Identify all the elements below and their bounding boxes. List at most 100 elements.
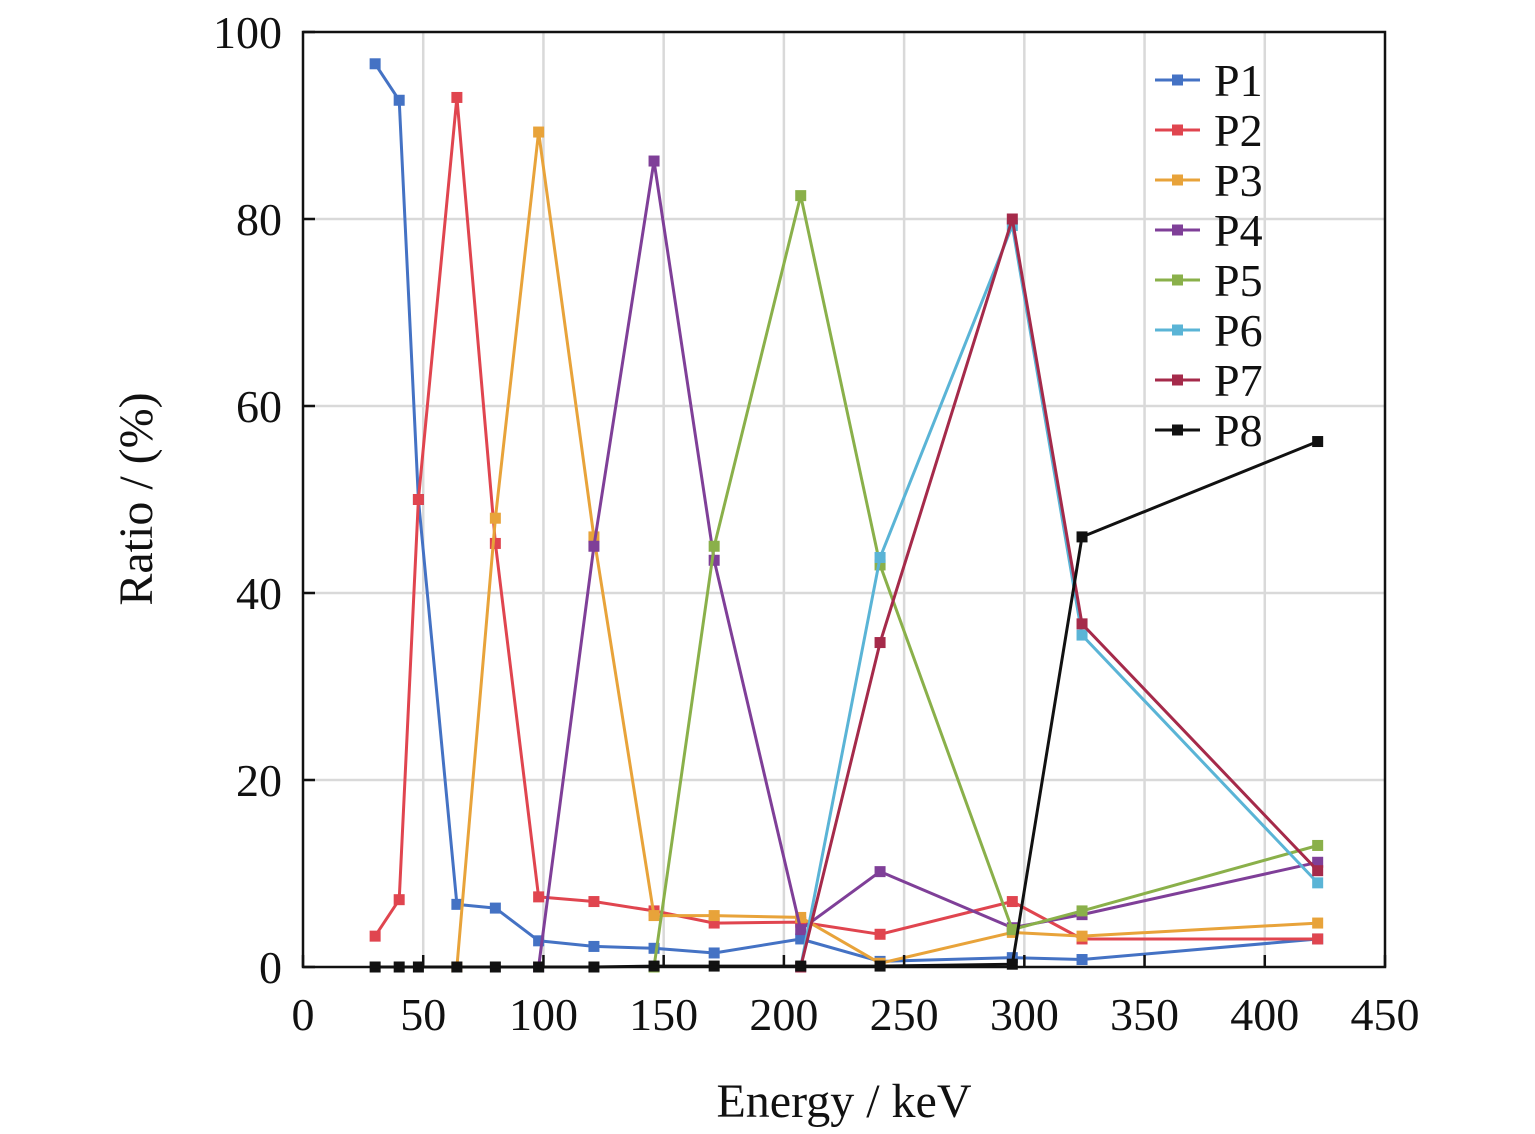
- series-line-p1: [373, 62, 1318, 963]
- data-point-p2: [533, 891, 545, 903]
- data-point-p3: [533, 126, 545, 138]
- data-point-p1: [708, 947, 720, 959]
- x-tick-label: 200: [749, 989, 818, 1040]
- data-point-p8: [1006, 958, 1018, 970]
- y-tick-label: 100: [213, 7, 282, 58]
- legend-label: P1: [1214, 55, 1263, 106]
- data-point-p5: [1312, 839, 1324, 851]
- data-point-p1: [369, 58, 381, 70]
- series-line-p4: [537, 159, 1319, 968]
- data-point-p8: [1076, 531, 1088, 543]
- legend-label: P8: [1214, 405, 1263, 456]
- legend-item-p1: P1: [1155, 55, 1263, 106]
- data-point-p2: [708, 917, 720, 929]
- series-p4: [533, 155, 1324, 973]
- data-point-p5: [1076, 905, 1088, 917]
- data-point-p4: [588, 540, 600, 552]
- x-tick-label: 100: [509, 989, 578, 1040]
- x-tick-label: 400: [1230, 989, 1299, 1040]
- legend-label: P6: [1214, 305, 1263, 356]
- data-point-p1: [393, 94, 405, 106]
- axis-ticks: 0 50 100 150 200 250 300 350 400 450 0 20 40 60 80 100: [213, 7, 1420, 1040]
- y-axis-title: Ratio / (%): [110, 392, 163, 605]
- data-point-p2: [874, 928, 886, 940]
- data-point-p5: [1006, 924, 1018, 936]
- data-point-p2: [1006, 896, 1018, 908]
- data-point-p3: [648, 910, 660, 922]
- data-point-p1: [795, 933, 807, 945]
- legend-item-p2: P2: [1155, 105, 1263, 156]
- legend-label: P4: [1214, 205, 1263, 256]
- x-axis-title: Energy / keV: [716, 1075, 971, 1128]
- legend-swatch-marker: [1172, 74, 1183, 86]
- legend-swatch-marker: [1172, 124, 1183, 136]
- data-point-p3: [708, 910, 720, 922]
- data-point-p7: [874, 637, 886, 649]
- legend-item-p3: P3: [1155, 155, 1263, 206]
- x-tick-label: 350: [1110, 989, 1179, 1040]
- data-point-p7: [1006, 213, 1018, 225]
- data-point-p1: [533, 935, 545, 947]
- data-point-p2: [1312, 933, 1324, 945]
- x-tick-label: 300: [990, 989, 1059, 1040]
- data-point-p1: [451, 898, 463, 910]
- data-point-p1: [648, 942, 660, 954]
- series-layer: [369, 58, 1324, 973]
- legend-label: P2: [1214, 105, 1263, 156]
- data-point-p4: [708, 554, 720, 566]
- legend-item-p5: P5: [1155, 255, 1263, 306]
- data-point-p4: [795, 924, 807, 936]
- data-point-p5: [795, 190, 807, 202]
- data-point-p2: [369, 930, 381, 942]
- data-point-p1: [1076, 954, 1088, 966]
- data-point-p3: [1076, 930, 1088, 942]
- legend-swatch-marker: [1172, 274, 1183, 286]
- data-point-p7: [1312, 865, 1324, 877]
- data-point-p7: [1076, 618, 1088, 630]
- x-tick-label: 150: [629, 989, 698, 1040]
- data-point-p3: [1312, 917, 1324, 929]
- y-tick-label: 20: [236, 755, 282, 806]
- legend-swatch-marker: [1172, 424, 1183, 436]
- data-point-p5: [708, 540, 720, 552]
- x-tick-label: 0: [292, 989, 315, 1040]
- legend-item-p7: P7: [1155, 355, 1263, 406]
- data-point-p6: [874, 551, 886, 563]
- legend-swatch-marker: [1172, 224, 1183, 236]
- y-tick-label: 80: [236, 194, 282, 245]
- legend-label: P7: [1214, 355, 1263, 406]
- data-point-p3: [795, 911, 807, 923]
- series-p3: [451, 126, 1324, 973]
- x-tick-label: 450: [1351, 989, 1420, 1040]
- y-tick-label: 60: [236, 381, 282, 432]
- data-point-p6: [1312, 877, 1324, 889]
- series-p1: [369, 58, 1324, 967]
- legend-label: P5: [1214, 255, 1263, 306]
- data-point-p6: [1076, 629, 1088, 641]
- legend-swatch-marker: [1172, 174, 1183, 186]
- data-point-p4: [1312, 856, 1324, 868]
- data-point-p3: [489, 512, 501, 524]
- legend-item-p6: P6: [1155, 305, 1263, 356]
- data-point-p2: [393, 894, 405, 906]
- x-tick-label: 50: [400, 989, 446, 1040]
- legend-swatch-marker: [1172, 324, 1183, 336]
- data-point-p2: [489, 537, 501, 549]
- plot-frame: [301, 30, 1387, 969]
- data-point-p1: [588, 940, 600, 952]
- legend-swatch-marker: [1172, 374, 1183, 386]
- data-point-p4: [874, 866, 886, 878]
- data-point-p2: [451, 91, 463, 103]
- data-point-p2: [412, 494, 424, 505]
- legend-item-p4: P4: [1155, 205, 1263, 256]
- data-point-p2: [588, 896, 600, 908]
- y-tick-label: 40: [236, 568, 282, 619]
- series-line-p3: [455, 130, 1318, 968]
- data-point-p8: [1312, 436, 1324, 448]
- y-tick-label: 0: [259, 942, 282, 993]
- data-point-p1: [489, 902, 501, 914]
- series-line-p2: [373, 95, 1318, 941]
- legend-label: P3: [1214, 155, 1263, 206]
